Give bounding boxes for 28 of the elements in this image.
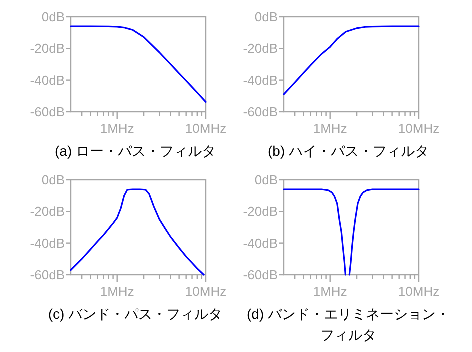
y-tick-label: 0dB	[254, 172, 278, 188]
text: (a) ロー・パス・フィルタ	[55, 143, 216, 159]
y-tick-label: -40dB	[243, 236, 278, 251]
x-tick-label: 10MHz	[398, 284, 440, 299]
y-tick-label: 0dB	[42, 172, 65, 188]
x-tick-label: 1MHz	[313, 284, 348, 299]
text: (c) バンド・パス・フィルタ	[48, 306, 223, 322]
x-tick-label: 10MHz	[398, 121, 440, 136]
y-tick-label: -20dB	[30, 41, 65, 56]
y-tick-label: -60dB	[243, 268, 278, 282]
y-tick-label: -40dB	[30, 236, 65, 251]
x-tick-label: 1MHz	[100, 284, 134, 299]
y-tick-label: -60dB	[243, 104, 278, 120]
x-tick-label: 10MHz	[185, 121, 227, 136]
y-tick-label: 0dB	[254, 10, 278, 24]
y-tick-label: -20dB	[243, 41, 278, 56]
y-tick-label: -20dB	[243, 204, 278, 220]
x-tick-label: 10MHz	[185, 284, 227, 299]
text: (d) バンド・エリミネーション・フィルタ	[247, 306, 450, 343]
text: (b) ハイ・パス・フィルタ	[268, 143, 429, 159]
y-tick-label: -60dB	[30, 268, 65, 282]
x-tick-label: 1MHz	[100, 121, 134, 136]
y-tick-label: -20dB	[30, 204, 65, 220]
y-tick-label: -40dB	[30, 72, 65, 88]
y-tick-label: -60dB	[30, 104, 65, 120]
y-tick-label: 0dB	[42, 10, 65, 24]
y-tick-label: -40dB	[243, 72, 278, 88]
x-tick-label: 1MHz	[313, 121, 348, 136]
